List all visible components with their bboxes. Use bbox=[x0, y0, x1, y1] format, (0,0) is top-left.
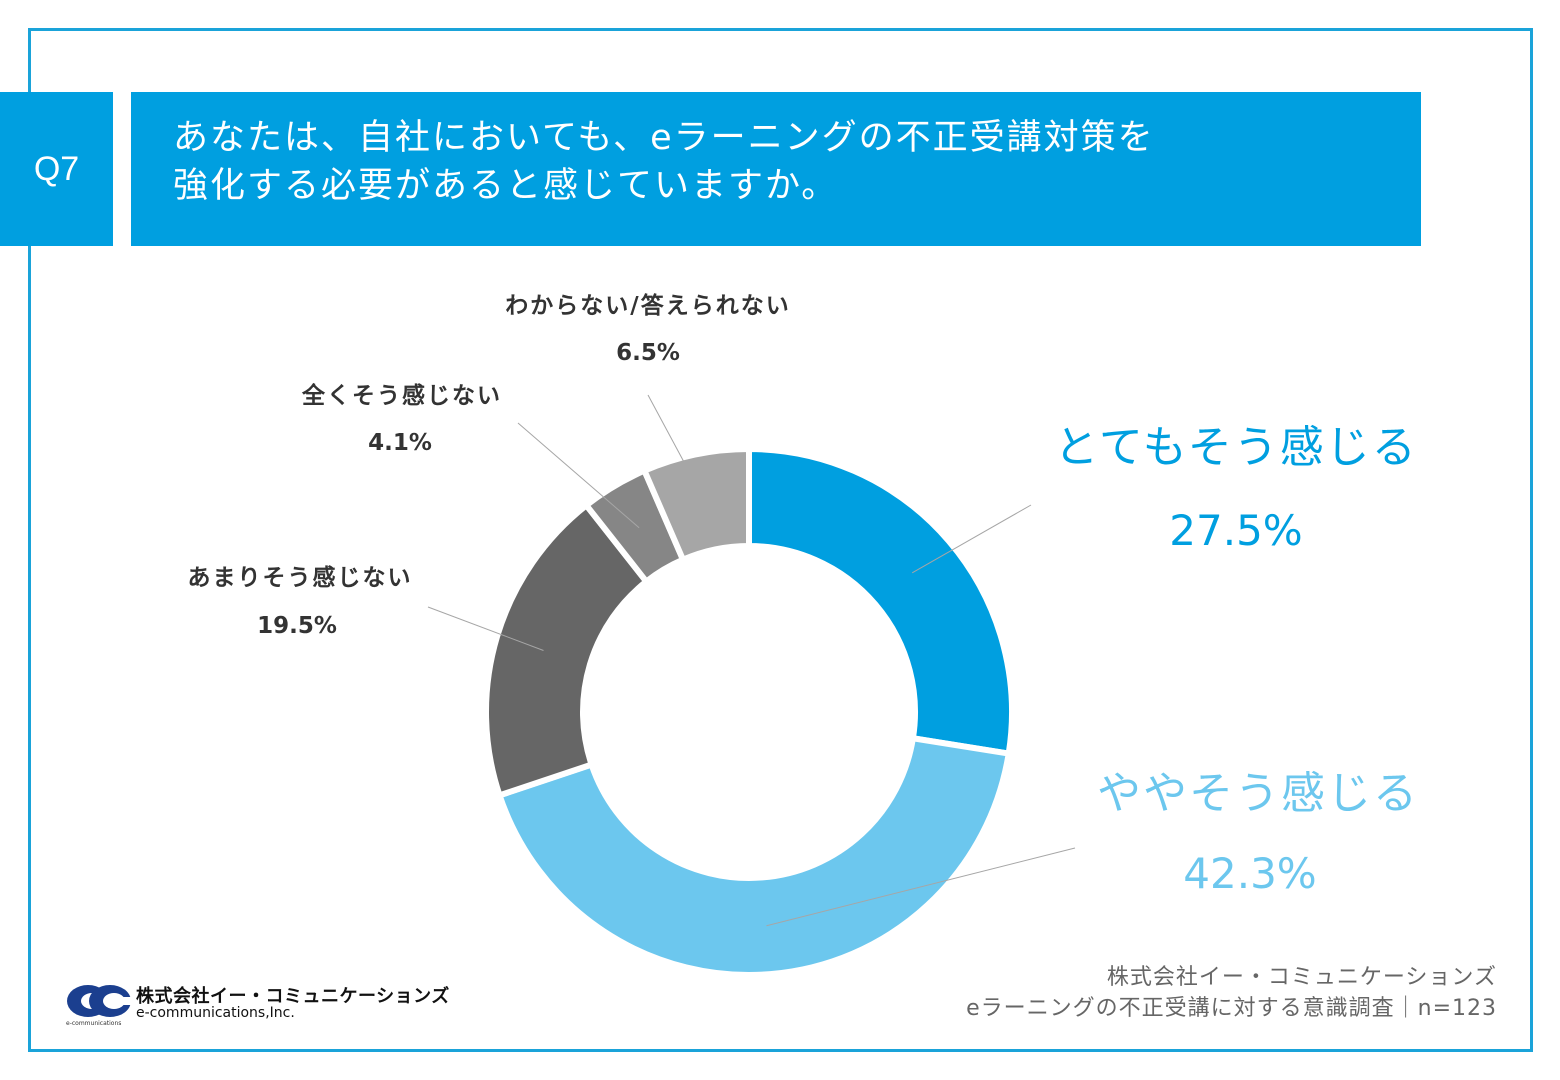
value-strongly-agree: 27.5% bbox=[1169, 506, 1302, 555]
slice-unknown bbox=[640, 445, 752, 564]
chart-frame bbox=[28, 28, 1533, 1052]
value-somewhat-disagree: 19.5% bbox=[257, 613, 337, 639]
question-number: Q7 bbox=[33, 149, 80, 188]
slice-somewhat-disagree bbox=[483, 501, 651, 800]
slice-somewhat-agree bbox=[495, 734, 1013, 978]
label-strongly-agree: とてもそう感じる bbox=[1054, 422, 1418, 473]
value-unknown: 6.5% bbox=[616, 340, 680, 366]
leader-strongly-disagree bbox=[517, 422, 640, 529]
leader-strongly-agree bbox=[911, 504, 1032, 574]
logo-name-en: e-communications,Inc. bbox=[136, 1005, 295, 1021]
value-strongly-disagree: 4.1% bbox=[368, 430, 432, 456]
question-text-line-2: 強化する必要があると感じていますか。 bbox=[173, 166, 839, 206]
source-company: 株式会社イー・コミュニケーションズ bbox=[1106, 965, 1497, 990]
label-strongly-disagree: 全くそう感じない bbox=[301, 382, 502, 409]
logo-name-ja: 株式会社イー・コミュニケーションズ bbox=[136, 986, 450, 1007]
leader-somewhat-disagree bbox=[427, 606, 544, 651]
logo-mark-icon bbox=[67, 985, 132, 1017]
question-text-line-1: あなたは、自社においても、eラーニングの不正受講対策を bbox=[173, 118, 1155, 158]
company-logo: 株式会社イー・コミュニケーションズ e-communications,Inc. … bbox=[66, 982, 449, 1028]
question-banner: あなたは、自社においても、eラーニングの不正受講対策を 強化する必要があると感じ… bbox=[131, 92, 1421, 246]
leader-unknown bbox=[647, 394, 706, 503]
value-somewhat-agree: 42.3% bbox=[1183, 849, 1316, 898]
label-somewhat-agree: ややそう感じる bbox=[1097, 768, 1419, 819]
question-number-badge: Q7 bbox=[0, 92, 113, 246]
leader-somewhat-agree bbox=[766, 847, 1076, 927]
label-unknown: わからない/答えられない bbox=[505, 292, 790, 319]
logo-tiny-text: e-communications bbox=[66, 1020, 122, 1027]
source-survey: eラーニングの不正受講に対する意識調査｜n=123 bbox=[966, 996, 1497, 1021]
source-note: 株式会社イー・コミュニケーションズ eラーニングの不正受講に対する意識調査｜n=… bbox=[966, 962, 1497, 1024]
slice-strongly-agree bbox=[746, 445, 1015, 758]
label-somewhat-disagree: あまりそう感じない bbox=[188, 564, 413, 591]
